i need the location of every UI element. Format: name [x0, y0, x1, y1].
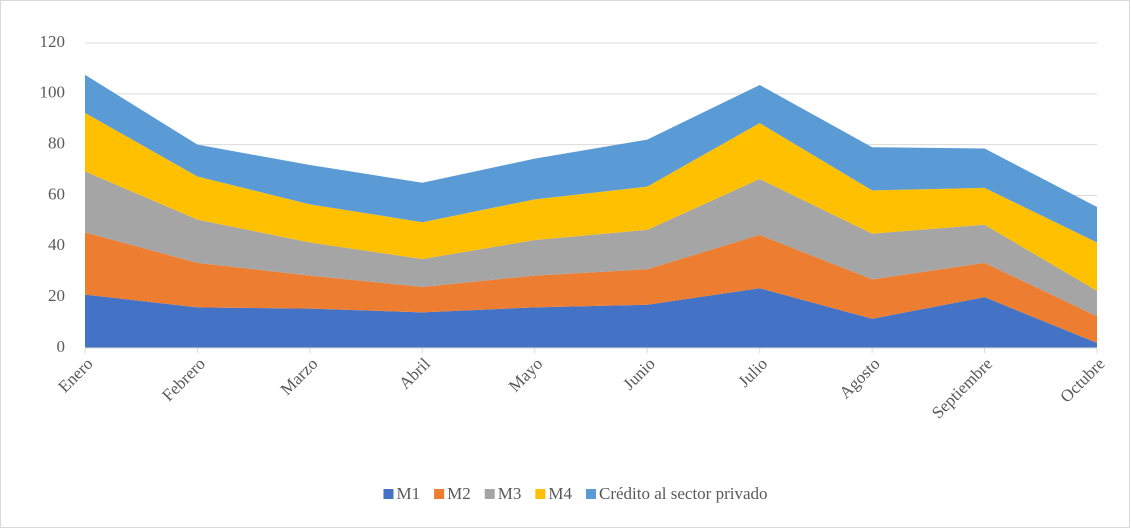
area: [85, 171, 1097, 317]
legend-label: M1: [396, 484, 420, 503]
legend-swatch: [585, 489, 596, 499]
area: [85, 112, 1097, 291]
legend-swatch: [383, 489, 394, 499]
y-tick-label: 80: [48, 134, 65, 153]
legend-swatch: [434, 489, 445, 499]
legend-label: M2: [447, 484, 471, 503]
y-tick-label: 0: [57, 337, 66, 356]
y-tick-label: 20: [48, 286, 65, 305]
legend-label: M3: [498, 484, 522, 503]
legend-swatch: [484, 489, 495, 499]
area: [85, 74, 1097, 243]
area: [85, 232, 1097, 343]
legend-swatch: [535, 489, 546, 499]
y-tick-label: 100: [40, 83, 66, 102]
legend-label: M4: [548, 484, 572, 503]
legend-label: Crédito al sector privado: [599, 484, 768, 503]
area: [85, 288, 1097, 348]
legend: M1 M2 M3 M4 Crédito al sector privado: [383, 484, 768, 503]
y-tick-label: 60: [48, 184, 65, 203]
y-tick-label: 120: [40, 32, 66, 51]
y-tick-label: 40: [48, 235, 65, 254]
